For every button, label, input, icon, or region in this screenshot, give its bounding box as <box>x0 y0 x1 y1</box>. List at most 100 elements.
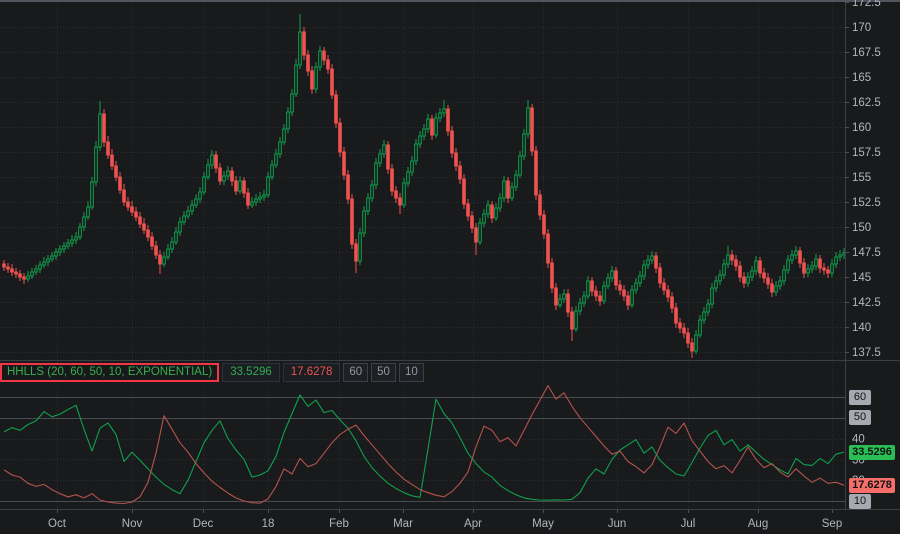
candle-down <box>134 211 138 218</box>
candle-down <box>590 280 594 292</box>
candle-up <box>498 197 502 209</box>
candle-up <box>750 270 754 278</box>
candle-down <box>670 296 674 309</box>
candle-down <box>474 227 478 243</box>
candle-down <box>22 276 26 280</box>
candle-up <box>514 174 518 188</box>
candle-down <box>338 122 342 153</box>
candle-down <box>690 342 694 352</box>
candle-down <box>554 287 558 306</box>
candle-down <box>566 293 570 313</box>
price-axis-label: 170 <box>852 22 871 34</box>
candle-down <box>490 204 494 219</box>
candle-down <box>682 327 686 334</box>
candle-up <box>578 302 582 312</box>
candle-up <box>558 298 562 306</box>
candle-down <box>466 203 470 217</box>
candle-up <box>362 210 366 234</box>
candle-down <box>354 243 358 262</box>
candle-up <box>438 112 442 119</box>
candle-up <box>162 256 166 265</box>
candle-up <box>166 248 170 258</box>
candle-up <box>718 274 722 282</box>
candle-down <box>666 289 670 298</box>
candle-down <box>330 68 334 96</box>
candle-down <box>394 190 398 199</box>
candle-up <box>494 207 498 219</box>
candle-up <box>786 259 790 271</box>
candle-down <box>626 295 630 306</box>
candle-up <box>630 289 634 306</box>
candle-up <box>46 258 50 263</box>
level-badge-60: 60 <box>849 389 871 405</box>
price-axis-label: 172.5 <box>852 0 881 9</box>
candle-down <box>730 254 734 261</box>
price-axis-label: 165 <box>852 72 871 84</box>
candle-up <box>74 236 78 241</box>
candle-up <box>782 269 786 282</box>
candle-up <box>794 250 798 256</box>
level-badge-50: 50 <box>849 410 871 426</box>
candle-up <box>66 242 70 247</box>
time-axis-label: Oct <box>48 518 67 530</box>
candle-up <box>42 261 46 266</box>
candle-up <box>82 216 86 228</box>
candle-down <box>310 70 314 90</box>
candle-down <box>758 260 762 274</box>
price-axis-label: 142.5 <box>852 297 881 309</box>
time-axis-label: Apr <box>464 518 482 530</box>
candle-up <box>522 133 526 157</box>
candle-up <box>478 222 482 243</box>
candle-up <box>194 198 198 206</box>
candle-up <box>698 319 702 336</box>
candle-down <box>302 31 306 56</box>
candle-up <box>190 204 194 212</box>
candle-up <box>94 146 98 183</box>
candle-up <box>374 162 378 186</box>
candle-up <box>366 197 370 212</box>
candle-down <box>654 255 658 269</box>
candle-up <box>746 276 750 284</box>
candle-up <box>790 254 794 261</box>
candle-down <box>622 289 626 297</box>
price-axis-label: 145 <box>852 272 871 284</box>
indicator-level-10: 10 <box>398 362 424 382</box>
candle-up <box>510 186 514 199</box>
candle-down <box>234 180 238 192</box>
candle-up <box>402 182 406 206</box>
candle-down <box>322 50 326 61</box>
candle-up <box>210 154 214 166</box>
candle-down <box>742 276 746 284</box>
candle-up <box>650 255 654 261</box>
candle-down <box>126 201 130 208</box>
candle-down <box>614 270 618 286</box>
candle-down <box>686 332 690 344</box>
candle-down <box>818 258 822 269</box>
candle-up <box>318 50 322 68</box>
price-axis-label: 155 <box>852 172 871 184</box>
candle-up <box>414 143 418 162</box>
candle-up <box>814 258 818 267</box>
candle-down <box>306 54 310 72</box>
candle-up <box>482 213 486 224</box>
candle-down <box>10 268 14 273</box>
candle-up <box>38 264 42 270</box>
candle-up <box>54 251 58 257</box>
candle-up <box>502 180 506 199</box>
candle-down <box>618 284 622 291</box>
candle-down <box>326 59 330 70</box>
candle-down <box>658 267 662 284</box>
indicator-title[interactable]: HHLLS (20, 60, 50, 10, EXPONENTIAL) <box>0 362 220 382</box>
candle-down <box>154 245 158 256</box>
candle-down <box>542 214 546 235</box>
candle-down <box>14 271 18 275</box>
candle-down <box>798 250 802 264</box>
time-axis-label: Jun <box>608 518 627 530</box>
indicator-level-50: 50 <box>371 362 396 382</box>
candle-up <box>722 263 726 276</box>
candle-down <box>594 290 598 297</box>
candle-down <box>678 322 682 329</box>
candle-down <box>334 94 338 124</box>
